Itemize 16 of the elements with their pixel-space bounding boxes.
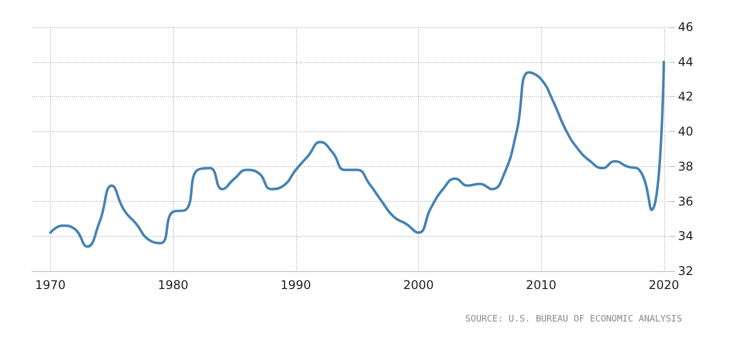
x-tick-label: 1990 — [280, 278, 312, 292]
y-tick-label: 40 — [678, 124, 694, 139]
y-tick-label: 34 — [678, 229, 694, 244]
x-tick-label: 2000 — [403, 278, 434, 292]
x-tick-label: 2020 — [648, 278, 680, 292]
y-tick-label: 44 — [678, 54, 694, 69]
y-tick-label: 32 — [678, 264, 694, 278]
x-tick-label: 1980 — [158, 278, 188, 292]
y-tick-label: 46 — [678, 20, 694, 34]
y-tick-label: 38 — [678, 159, 694, 174]
line-series — [49, 60, 666, 248]
y-tick-label: 36 — [678, 194, 694, 208]
source-note: SOURCE: U.S. BUREAU OF ECONOMIC ANALYSIS — [465, 314, 682, 324]
y-tick-label: 42 — [678, 90, 694, 104]
x-tick-label: 2010 — [526, 278, 556, 292]
x-tick-label: 1970 — [35, 278, 66, 292]
